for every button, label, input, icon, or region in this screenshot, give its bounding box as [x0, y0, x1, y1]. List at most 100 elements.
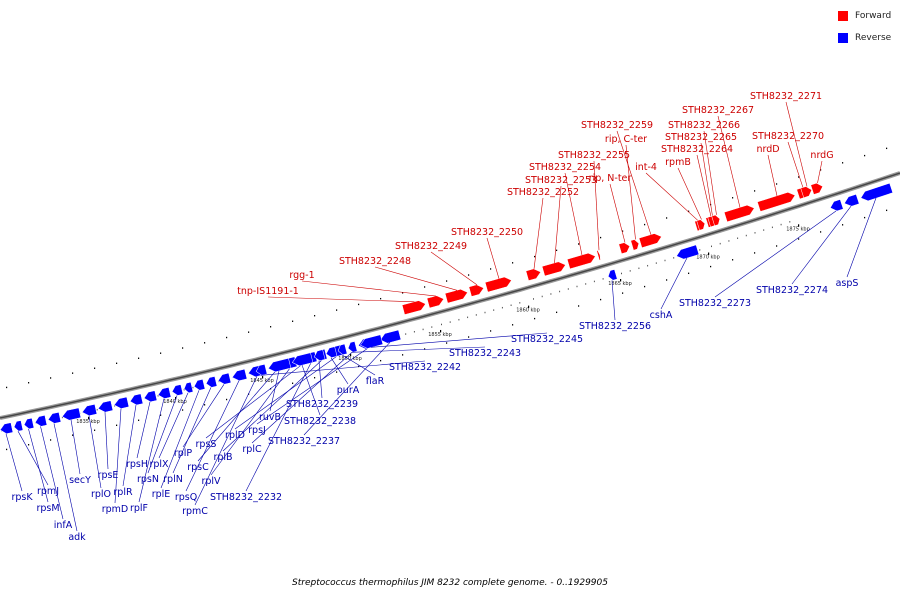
reverse-guide-dots [556, 311, 558, 314]
reverse-gene-label-sth8232-2242: STH8232_2242 [389, 362, 461, 373]
forward-gene-label-sth8232-2250: STH8232_2250 [451, 227, 523, 238]
forward-guide-dots [226, 336, 228, 339]
reverse-gene-label-rpln: rplN [163, 474, 183, 485]
minor-tick [559, 290, 561, 293]
reverse-leader-line [53, 423, 78, 532]
reverse-leader-line [122, 404, 137, 487]
minor-tick [567, 288, 569, 290]
forward-gene-label-int-4: int-4 [635, 162, 657, 173]
reverse-guide-dots [380, 359, 382, 362]
forward-leader-line [301, 280, 437, 297]
reverse-guide-dots [314, 377, 316, 379]
major-tick [528, 305, 530, 309]
minor-tick [719, 242, 721, 245]
reverse-guide-dots [512, 324, 514, 326]
reverse-guide-dots [776, 245, 778, 247]
reverse-guide-dots [6, 448, 8, 451]
forward-gene-sth8232-2255 [596, 250, 601, 261]
minor-tick [647, 264, 649, 267]
minor-tick [655, 262, 657, 264]
forward-guide-dots [292, 320, 294, 322]
forward-leader-line [645, 172, 699, 221]
reverse-gene-sth8232-2242 [255, 363, 268, 376]
major-tick [620, 279, 622, 282]
reverse-gene-label-rpsc: rpsC [187, 462, 209, 473]
reverse-gene-label-rpsk: rpsK [11, 492, 33, 503]
minor-tick [593, 280, 595, 283]
reverse-gene-rpse [97, 400, 114, 413]
reverse-gene-rplo [81, 403, 98, 417]
forward-gene-sth8232-2266 [711, 214, 721, 227]
forward-leader-line [533, 197, 544, 269]
forward-leader-line [267, 296, 415, 303]
forward-leader-line [486, 237, 500, 279]
forward-guide-dots [402, 292, 404, 294]
reverse-gene-rplx [183, 381, 194, 394]
minor-tick [771, 226, 773, 229]
minor-tick [519, 302, 521, 304]
reverse-gene-label-rpsh: rpsH [126, 459, 148, 470]
forward-guide-dots [798, 176, 800, 178]
minor-tick [576, 285, 578, 288]
reverse-guide-dots [50, 439, 52, 441]
reverse-guide-dots [732, 259, 734, 261]
forward-leader-line [430, 251, 478, 286]
forward-gene-label-sth8232-2271: STH8232_2271 [750, 91, 822, 102]
minor-tick [413, 330, 415, 333]
forward-leader-line [677, 167, 702, 220]
reverse-leader-line [370, 332, 548, 348]
reverse-gene-rpsh [143, 390, 158, 403]
reverse-gene-sth8232-2243 [347, 341, 358, 353]
reverse-leader-line [172, 387, 212, 474]
reverse-guide-dots [424, 348, 426, 350]
reverse-guide-dots [446, 342, 448, 344]
forward-gene-sth8232-2267 [723, 204, 755, 223]
reverse-gene-label-rpsj: rpsJ [248, 425, 266, 436]
reverse-gene-label-sth8232-2273: STH8232_2273 [679, 298, 751, 309]
reverse-leader-line [5, 433, 23, 492]
reverse-gene-label-rpsm: rpsM [36, 503, 59, 514]
reverse-gene-rpmj [13, 420, 24, 432]
tick-label: 1860 kbp [516, 308, 540, 314]
major-tick [175, 396, 177, 400]
reverse-gene-label-ruvb: ruvB [259, 412, 281, 423]
reverse-gene-rpsn [171, 384, 184, 396]
reverse-guide-dots [358, 365, 360, 368]
reverse-leader-line [245, 362, 312, 492]
minor-tick [754, 232, 756, 234]
forward-guide-dots [842, 162, 844, 164]
forward-guide-dots [50, 377, 52, 379]
forward-gene-nrdg [810, 182, 824, 195]
reverse-guide-dots [28, 444, 30, 446]
reverse-leader-line [330, 357, 349, 385]
reverse-leader-line [318, 360, 323, 399]
forward-leader-line [700, 142, 713, 217]
reverse-gene-rpsk [0, 422, 14, 435]
minor-tick [728, 240, 730, 242]
reverse-leader-line [17, 431, 49, 486]
reverse-guide-dots [798, 238, 800, 240]
forward-guide-dots [512, 262, 514, 264]
minor-tick [493, 309, 495, 311]
forward-guide-dots [94, 367, 96, 369]
reverse-leader-line [714, 210, 837, 298]
legend-forward: Forward [838, 9, 898, 23]
reverse-leader-line [660, 257, 688, 310]
forward-leader-line [703, 130, 717, 215]
forward-gene-label-rpmb: rpmB [665, 157, 691, 168]
reverse-leader-line [846, 197, 877, 278]
reverse-gene-label-secy: secY [69, 475, 91, 486]
forward-guide-dots [578, 243, 580, 245]
reverse-gene-label-rpmd: rpmD [102, 504, 129, 515]
reverse-gene-label-sth8232-2256: STH8232_2256 [579, 321, 651, 332]
minor-tick [550, 293, 552, 295]
chromosome-backbone [0, 172, 900, 419]
reverse-leader-line [341, 354, 376, 376]
forward-gene-label-tnp-is1191-1: tnp-IS1191-1 [237, 286, 299, 297]
forward-leader-line [717, 115, 741, 208]
reverse-guide-dots [226, 398, 228, 401]
forward-guide-dots [666, 217, 668, 219]
reverse-gene-label-rplv: rplV [201, 476, 221, 487]
reverse-gene-label-csha: cshA [650, 310, 673, 321]
